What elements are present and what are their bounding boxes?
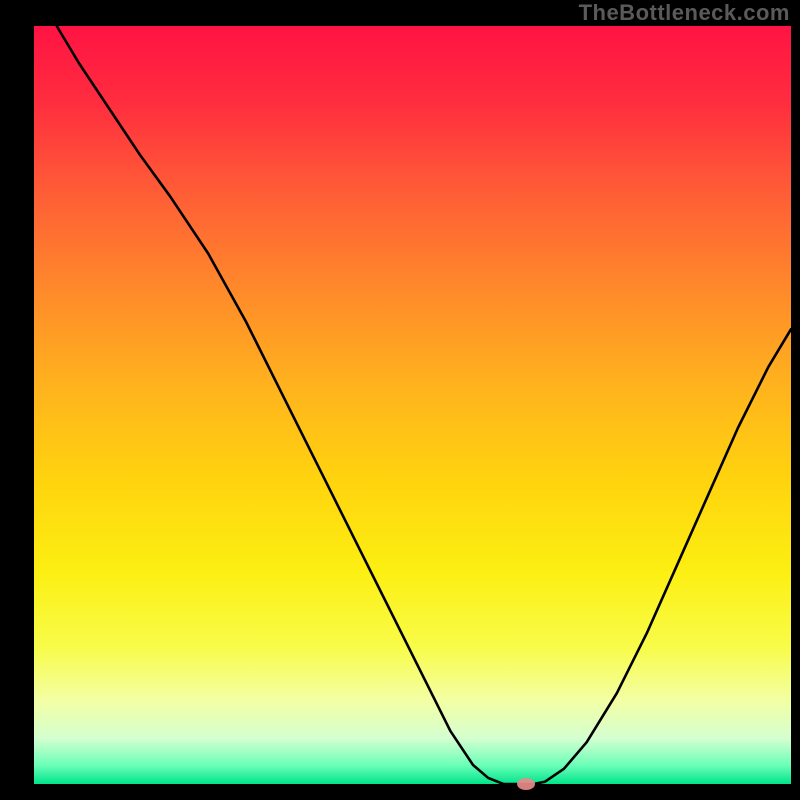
bottleneck-chart — [0, 0, 800, 800]
chart-container: TheBottleneck.com — [0, 0, 800, 800]
watermark-text: TheBottleneck.com — [579, 0, 790, 26]
optimal-marker — [517, 778, 535, 790]
plot-background — [34, 26, 791, 784]
